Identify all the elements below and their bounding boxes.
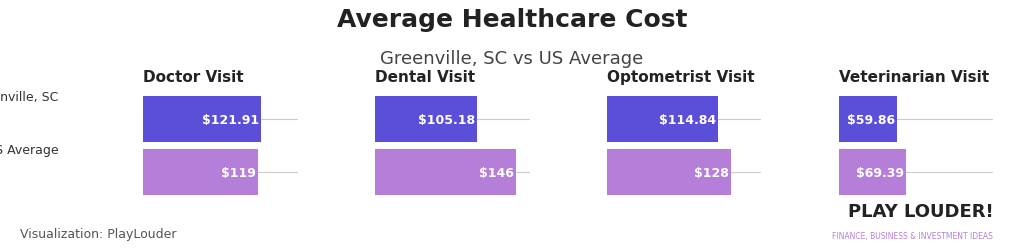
Text: Visualization: PlayLouder: Visualization: PlayLouder (20, 227, 177, 240)
Text: $69.39: $69.39 (856, 166, 904, 179)
Text: $59.86: $59.86 (847, 114, 895, 126)
Text: Greenville, SC vs US Average: Greenville, SC vs US Average (380, 50, 644, 68)
Bar (143, 97, 261, 143)
Text: $114.84: $114.84 (658, 114, 716, 126)
Text: FINANCE, BUSINESS & INVESTMENT IDEAS: FINANCE, BUSINESS & INVESTMENT IDEAS (833, 231, 993, 240)
Bar (375, 97, 477, 143)
Bar (839, 150, 906, 196)
Text: Average Healthcare Cost: Average Healthcare Cost (337, 8, 687, 32)
Text: $121.91: $121.91 (202, 114, 259, 126)
Text: Greenville, SC: Greenville, SC (0, 90, 58, 104)
Text: $146: $146 (479, 166, 514, 179)
Text: Veterinarian Visit: Veterinarian Visit (839, 70, 989, 85)
Text: Doctor Visit: Doctor Visit (143, 70, 244, 85)
Text: $128: $128 (694, 166, 729, 179)
Bar (839, 97, 897, 143)
Text: $119: $119 (221, 166, 256, 179)
Bar (143, 150, 258, 196)
Bar (607, 97, 718, 143)
Bar (607, 150, 730, 196)
Text: Optometrist Visit: Optometrist Visit (607, 70, 755, 85)
Bar (375, 150, 516, 196)
Text: US Average: US Average (0, 143, 58, 156)
Text: PLAY LOUDER!: PLAY LOUDER! (848, 202, 993, 220)
Text: $105.18: $105.18 (418, 114, 475, 126)
Text: Dental Visit: Dental Visit (375, 70, 475, 85)
